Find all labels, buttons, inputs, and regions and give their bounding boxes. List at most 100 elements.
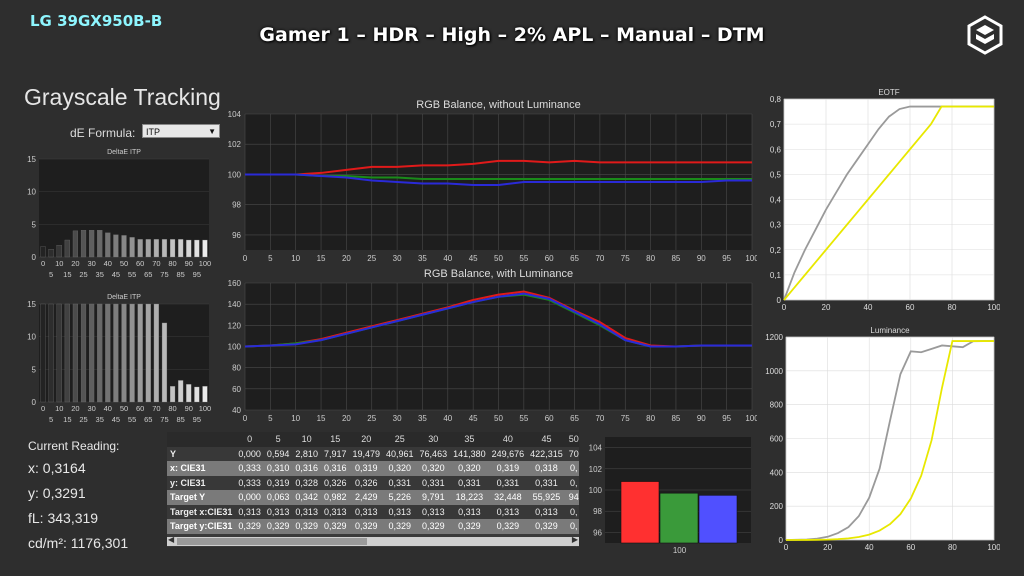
deltae-bar [80,303,87,403]
table-cell: 0,333 [235,475,264,490]
column-header: 30 [416,432,451,447]
table-cell: 0,329 [263,519,293,534]
x-tick-label: 90 [697,254,706,263]
y-tick-label: 800 [770,401,784,410]
x-tick-label: 15 [63,270,71,279]
table-cell: 18,223 [450,490,489,505]
x-tick-label: 90 [697,414,706,423]
deltae-bar [97,303,103,403]
table-cell: 0,313 [488,504,528,519]
deltae-bar [48,303,54,403]
y-tick-label: 0 [777,296,782,305]
table-cell: 0,329 [235,519,264,534]
column-header [167,432,236,447]
reading-y: y: 0,3291 [28,485,86,501]
y-tick-label: 400 [770,468,784,477]
x-tick-label: 50 [494,414,503,423]
scroll-right-icon[interactable]: ▶ [571,535,578,544]
column-header: 5 [263,432,293,447]
x-tick-label: 85 [176,270,184,279]
deltae-bar [194,386,200,403]
table-cell: 0,319 [488,461,528,476]
test-headline: Gamer 1 – HDR – High – 2% APL – Manual –… [259,24,765,46]
series-line [245,159,752,176]
deltae-bar [56,303,62,403]
deltae-bar [72,230,79,258]
y-tick-label: 15 [27,300,36,309]
deltae-bar [56,245,62,258]
x-tick-label: 60 [136,404,144,413]
x-tick-label: 0 [782,303,787,312]
x-tick-label: 10 [55,404,63,413]
scrollbar-thumb[interactable] [177,538,367,545]
table-cell: 0, [565,504,579,519]
x-tick-label: 20 [342,254,351,263]
x-tick-label: 35 [418,254,427,263]
x-tick-label: 100 [199,404,212,413]
y-tick-label: 102 [228,140,242,149]
table-horizontal-scrollbar[interactable]: ◀ ▶ [167,535,579,546]
table-cell: 0,331 [416,475,451,490]
series-line [245,173,752,187]
x-tick-label: 75 [160,270,168,279]
row-header: Target Y [167,490,236,505]
table-cell: 249,676 [488,446,528,461]
de-formula-dropdown[interactable]: ITP ▼ [142,124,220,138]
series-line [783,105,994,301]
chart-title: RGB Balance, without Luminance [416,99,580,111]
table-cell: 40,961 [383,446,417,461]
table-cell: 0,316 [320,461,350,476]
chevron-down-icon: ▼ [208,127,216,136]
y-tick-label: 10 [27,188,36,197]
deltae-bar [89,303,95,403]
x-tick-label: 40 [104,259,112,268]
table-cell: 55,925 [527,490,566,505]
x-tick-label: 35 [96,270,104,279]
x-tick-label: 45 [112,270,120,279]
hexagon-cube-logo [967,15,1003,55]
deltae-bar [64,303,70,403]
column-header: 10 [292,432,321,447]
column-header: 35 [450,432,489,447]
x-tick-label: 65 [144,415,152,424]
series-line [244,292,752,348]
x-tick-label: 10 [291,254,300,263]
scroll-left-icon[interactable]: ◀ [168,535,175,544]
rgb-balance-luminance-chart: RGB Balance, with Luminance4060801001201… [228,268,757,423]
x-tick-label: 55 [519,254,528,263]
column-header: 15 [320,432,350,447]
column-header: 20 [349,432,384,447]
x-tick-label: 100 [987,543,1000,552]
x-tick-label: 75 [160,415,168,424]
x-tick-label: 55 [128,415,136,424]
reading-cdm2: cd/m²: 1176,301 [28,535,129,551]
de-formula-label: dE Formula: [70,126,136,140]
x-tick-label: 95 [722,414,731,423]
x-tick-label: 20 [822,303,831,312]
x-tick-label: 100 [673,546,687,555]
series-line [785,340,994,541]
row-header: Y [167,446,236,461]
table-cell: 0,313 [235,504,264,519]
y-tick-label: 5 [32,220,37,229]
table-cell: 0,329 [349,519,384,534]
x-tick-label: 30 [87,259,95,268]
y-tick-label: 96 [593,528,602,537]
table-cell: 0,329 [292,519,321,534]
table-cell: 0,329 [383,519,417,534]
measurement-table[interactable]: 0 5 10 15 20 25 30 35 40 45 50 Y 0,000 0,594 2,810 7,91… [167,432,579,547]
table-cell: 0,313 [527,504,566,519]
x-tick-label: 35 [96,415,104,424]
deltae-bar [113,234,119,258]
current-reading-title: Current Reading: [28,439,120,453]
table-row: y: CIE31 0,333 0,319 0,328 0,326 0,326 0,331 0,… [167,475,579,490]
table-cell: 0,313 [383,504,417,519]
table-cell: 0,000 [235,490,264,505]
x-tick-label: 65 [144,270,152,279]
deltae-bar [97,230,103,258]
table-cell: 0,000 [235,446,264,461]
y-tick-label: 104 [589,444,603,453]
y-tick-label: 98 [593,507,602,516]
x-tick-label: 75 [621,254,630,263]
deltae-bar [121,235,127,258]
